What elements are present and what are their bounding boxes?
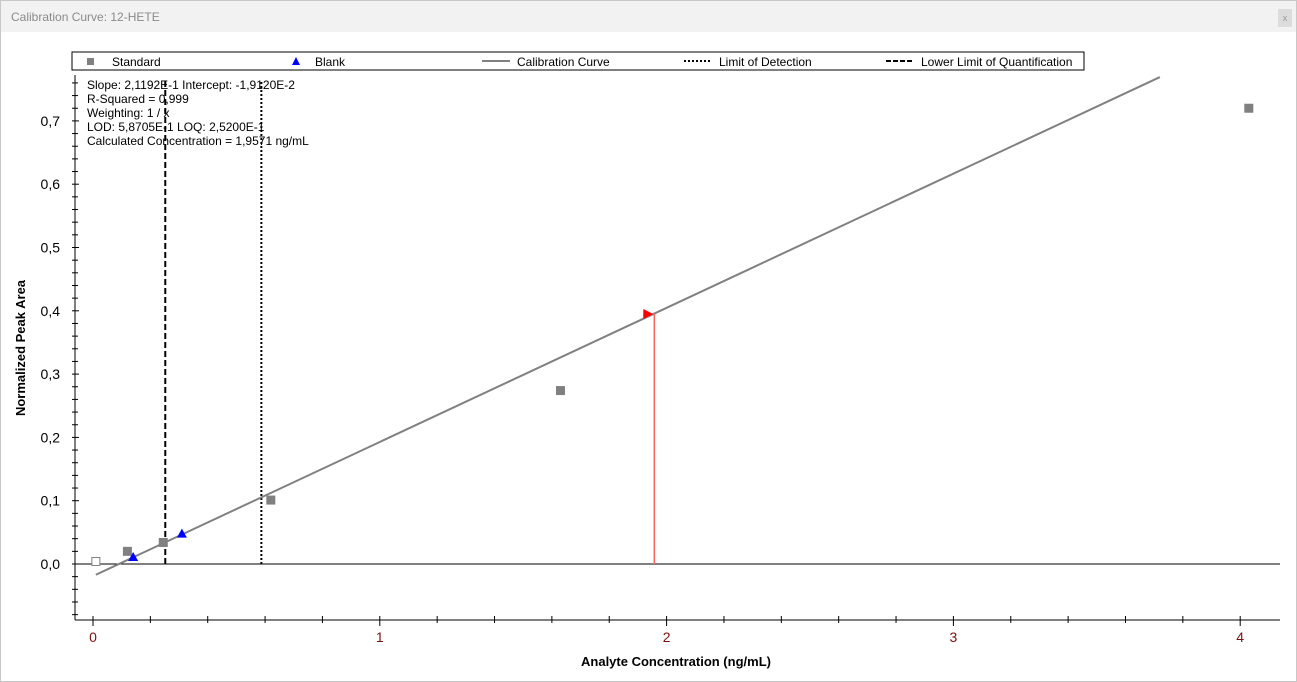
x-tick-label: 0 <box>89 629 97 645</box>
standard-point <box>555 386 565 396</box>
y-tick-label: 0,4 <box>41 303 61 319</box>
window-title: Calibration Curve: 12-HETE <box>11 10 160 24</box>
annotation-text: Weighting: 1 / x <box>87 106 170 120</box>
y-tick-label: 0,3 <box>41 366 61 382</box>
x-tick-label: 1 <box>376 629 384 645</box>
y-tick-label: 0,5 <box>41 240 61 256</box>
y-tick-label: 0,1 <box>41 493 61 509</box>
y-axis-label: Normalized Peak Area <box>13 279 28 416</box>
annotation-text: LOD: 5,8705E-1 LOQ: 2,5200E-1 <box>87 120 265 134</box>
calculated-point <box>643 308 654 319</box>
standard-point <box>266 495 276 505</box>
blank-point <box>128 552 139 562</box>
blank-point <box>176 528 187 538</box>
annotation-text: R-Squared = 0,999 <box>87 92 189 106</box>
legend-entry: Calibration Curve <box>517 55 610 69</box>
standard-point <box>158 537 168 547</box>
y-tick-label: 0,7 <box>41 113 61 129</box>
annotation-text: Calculated Concentration = 1,9571 ng/mL <box>87 134 309 148</box>
annotation-text: Slope: 2,1192E-1 Intercept: -1,9120E-2 <box>87 78 295 92</box>
x-tick-label: 3 <box>950 629 958 645</box>
legend-entry: Standard <box>112 55 161 69</box>
legend-blank-icon <box>292 57 300 65</box>
x-tick-label: 2 <box>663 629 671 645</box>
x-tick-label: 4 <box>1236 629 1244 645</box>
legend-box <box>71 51 1085 71</box>
calibration-curve-line <box>95 76 1161 576</box>
legend-entry: Blank <box>315 55 346 69</box>
y-tick-label: 0,2 <box>41 429 61 445</box>
y-tick-label: 0,6 <box>41 176 61 192</box>
legend-standard-icon <box>87 58 94 65</box>
y-tick-label: 0,0 <box>41 556 61 572</box>
standard-point <box>1244 103 1254 113</box>
standard-point <box>122 546 132 556</box>
x-axis-label: Analyte Concentration (ng/mL) <box>581 654 771 669</box>
legend-entry: Lower Limit of Quantification <box>921 55 1072 69</box>
legend-entry: Limit of Detection <box>719 55 812 69</box>
title-bar: Calibration Curve: 12-HETE x <box>1 1 1296 32</box>
excluded-standard-point <box>91 556 101 566</box>
close-button[interactable]: x <box>1278 9 1292 27</box>
